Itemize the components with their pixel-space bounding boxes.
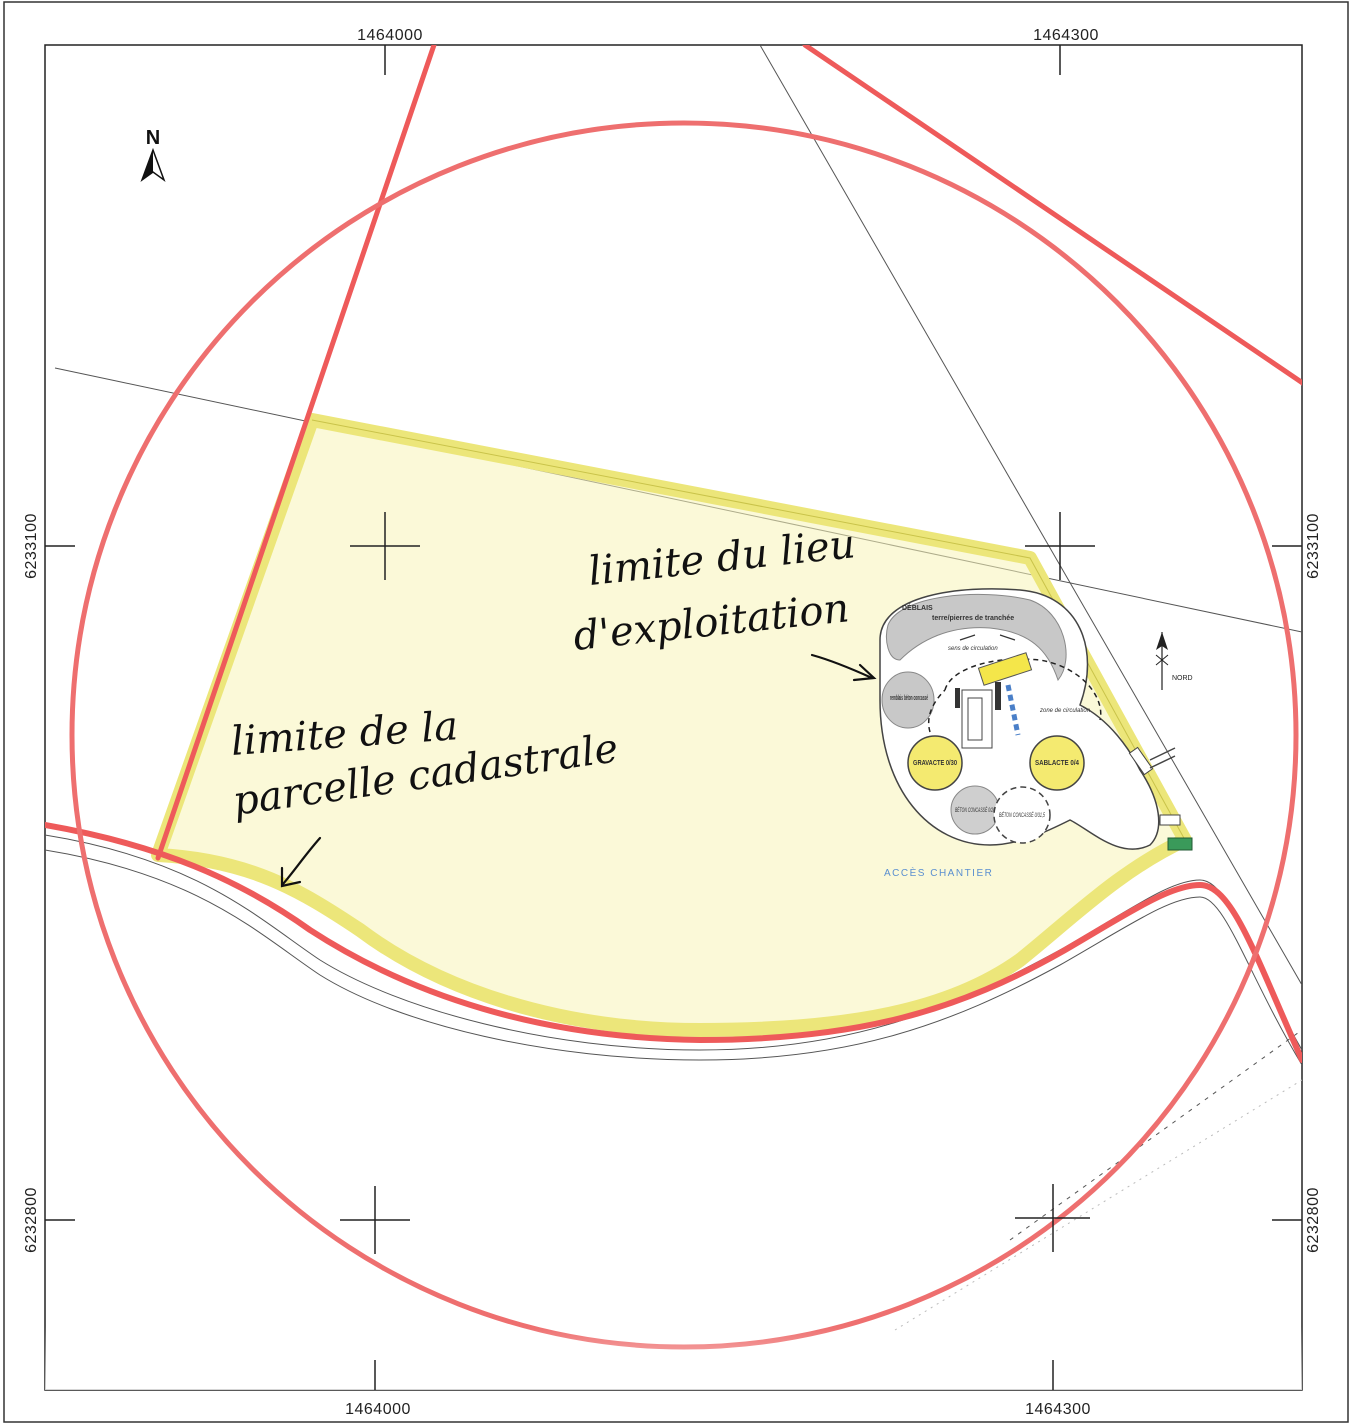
gate-lines xyxy=(1149,747,1176,769)
site-limit-arrow xyxy=(810,653,874,680)
machine-part-a xyxy=(955,688,960,708)
road-northeast xyxy=(802,45,1302,386)
site-limit-arrowhead xyxy=(852,663,877,682)
road-edge-thin-lower xyxy=(45,849,1302,1066)
red-roads xyxy=(45,45,1302,1063)
circulation-loop-top xyxy=(944,658,1102,721)
site-plan xyxy=(879,588,1193,851)
grid-label-bottom-left: 1464000 xyxy=(345,1401,411,1418)
sablacte-label: SABLACTE 0/4 xyxy=(1035,760,1079,767)
road-vertical xyxy=(155,45,437,861)
circulation-loop-left xyxy=(928,689,946,733)
annotation-arrows xyxy=(280,653,877,888)
grid-label-right-lower: 6232800 xyxy=(1305,1187,1322,1253)
parcel-limit-arrowhead xyxy=(280,866,302,888)
scan-fade xyxy=(45,1100,1302,1390)
gate xyxy=(1128,746,1154,776)
nord-arrow-icon: NORD xyxy=(1155,632,1193,690)
grid-label-left-lower: 6232800 xyxy=(23,1187,40,1253)
grid-cross-ne xyxy=(1025,512,1095,580)
nord-label: NORD xyxy=(1172,675,1193,682)
gravacte-label: GRAVACTE 0/30 xyxy=(913,760,957,767)
beton-right-label: BÉTON CONCASSÉ 0/31,5 xyxy=(999,812,1045,819)
deblais-subtitle: terre/pierres de tranchée xyxy=(932,615,1014,622)
grid-cross-sw xyxy=(340,1186,410,1254)
grid-cross-nw xyxy=(350,512,420,580)
machine-part-b xyxy=(995,682,1001,710)
north-arrow-label: N xyxy=(146,127,160,149)
beton-right-pile xyxy=(993,786,1051,844)
deblais-pile xyxy=(886,593,1067,682)
blue-note: ACCÈS CHANTIER xyxy=(884,866,993,879)
entry-green xyxy=(1167,837,1193,851)
grid-label-left-upper: 6233100 xyxy=(23,513,40,579)
map-content xyxy=(45,45,1302,1390)
road-edge-thin-upper xyxy=(45,834,1302,1051)
sablacte-pile xyxy=(1029,735,1085,791)
grid-cross-se xyxy=(1015,1184,1090,1252)
remblais-label: remblais béton concassé xyxy=(890,695,928,702)
north-arrow-icon: N xyxy=(140,127,166,183)
grid-crosses xyxy=(45,45,1302,1390)
grid-label-top-left: 1464000 xyxy=(357,27,423,44)
grid-label-top-right: 1464300 xyxy=(1033,27,1099,44)
crusher-machine xyxy=(977,652,1033,686)
remblais-pile xyxy=(881,671,935,729)
road-southern xyxy=(45,822,1302,1063)
parcel-limit-polygon xyxy=(151,413,1192,1037)
grid-label-bottom-right: 1464300 xyxy=(1025,1401,1091,1418)
deblais-title: DÉBLAIS xyxy=(902,603,933,612)
grid-label-right-upper: 6233100 xyxy=(1305,513,1322,579)
beton-left-label: BÉTON CONCASSÉ 0/20 xyxy=(955,807,995,814)
parcel-limit-arrow xyxy=(281,836,322,886)
site-plan-labels: DÉBLAIS terre/pierres de tranchée sens d… xyxy=(884,603,1091,879)
parcel-edge-line xyxy=(311,419,1186,841)
cadastral-line-diagonal xyxy=(759,45,1302,986)
plant-inner xyxy=(967,697,983,741)
sheet-border xyxy=(3,1,1349,1423)
blue-conveyor xyxy=(1005,684,1021,736)
circulation-arrows xyxy=(959,634,1016,641)
entry-box xyxy=(1159,814,1181,826)
zone-circulation-label: zone de circulation xyxy=(1039,708,1091,714)
sens-circulation-label: sens de circulation xyxy=(948,646,998,652)
gravacte-pile xyxy=(907,735,963,791)
